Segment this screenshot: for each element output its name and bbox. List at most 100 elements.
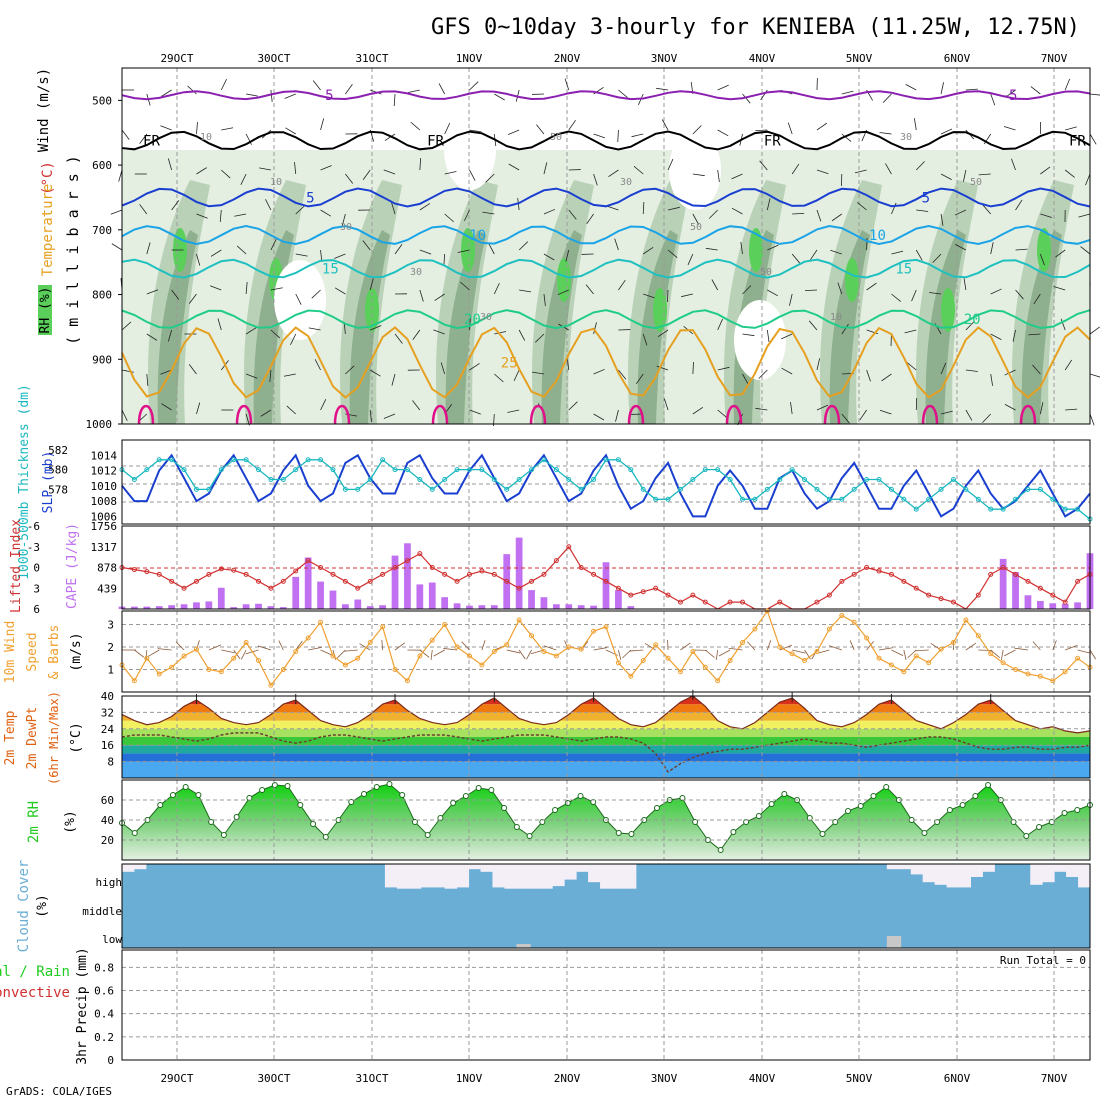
upper-wind-barb (111, 243, 123, 251)
thickness-point (814, 486, 820, 492)
thickness-point (876, 477, 882, 483)
temp-line (121, 695, 1091, 734)
wind-barb (747, 641, 756, 651)
li-point (144, 569, 150, 575)
cape-bar (267, 606, 275, 609)
upper-wind-barb (146, 242, 151, 255)
upper-wind-barb (955, 244, 967, 251)
cloud-high-gap (564, 864, 577, 880)
cloud-level-label: low (102, 933, 122, 946)
cape-bar (391, 555, 399, 609)
isotherm-label: 5 (306, 190, 314, 206)
isotherm-30 (823, 404, 841, 425)
thickness-frame (121, 439, 1091, 525)
li-point (839, 578, 845, 584)
cape-bar (242, 604, 250, 609)
thickness-point (752, 496, 758, 502)
upper-wind-barb (469, 169, 476, 181)
upper-wind-barb (656, 87, 669, 91)
upper-wind-barb (391, 373, 396, 386)
upper-wind-barb (146, 333, 158, 341)
wind-barb (221, 649, 235, 654)
thickness-point (913, 506, 919, 512)
li-point (156, 571, 162, 577)
wind-barb (1014, 647, 1029, 651)
wind-speed-point (690, 649, 696, 654)
upper-wind-barb (1089, 133, 1097, 145)
upper-wind-barb (906, 362, 917, 371)
wind-speed-point (839, 613, 845, 618)
li-point (392, 565, 398, 570)
upper-wind-barb (717, 318, 723, 331)
upper-wind-barb (210, 249, 222, 257)
cape-bar (205, 601, 213, 609)
upper-wind-barb (1039, 402, 1044, 415)
top-date-label: 31OCT (355, 52, 388, 65)
cloud-high-gap (1078, 864, 1091, 888)
upper-wind-barb (283, 373, 296, 377)
thickness-point (1013, 496, 1019, 502)
wind-speed-point (1050, 678, 1056, 684)
upper-wind-barb (121, 129, 130, 140)
upper-wind-barb (362, 169, 371, 180)
wind-speed-point (268, 682, 274, 688)
li-point (504, 578, 510, 584)
upper-wind-barb (816, 209, 822, 222)
wind-barb (978, 649, 993, 651)
rh-point (985, 782, 992, 788)
wind-label-2: Speed (25, 632, 40, 671)
thickness-point (975, 496, 981, 502)
upper-wind-barb (564, 78, 570, 91)
upper-wind-barb (270, 329, 281, 339)
cape-bar (1061, 603, 1069, 609)
cloud-high-gap (480, 864, 493, 872)
cloud-high-gap (588, 864, 601, 883)
cape-bar (590, 605, 597, 609)
li-point (677, 599, 683, 605)
upper-wind-barb (1004, 404, 1016, 411)
upper-wind-barb (618, 369, 627, 380)
wind-barb (481, 640, 486, 651)
rh-contour-label: 10 (830, 312, 842, 323)
wind-label-1: 10m Wind (3, 621, 18, 684)
upper-wind-barb (1089, 373, 1100, 378)
bottom-date-label: 2NOV (554, 1072, 581, 1085)
upper-wind-barb (196, 402, 201, 415)
upper-wind-barb (717, 129, 729, 137)
wind-barb (196, 640, 200, 651)
wind-speed-point (740, 640, 746, 645)
cloud-low-gap (516, 944, 531, 948)
upper-wind-barb (816, 404, 829, 411)
wind-speed-point (305, 635, 311, 641)
cape-bar (131, 606, 138, 609)
li-point (280, 578, 286, 584)
thickness-point (988, 506, 994, 512)
cape-bar (329, 590, 337, 609)
thickness-point (491, 477, 497, 483)
wind-barb (1052, 640, 1057, 651)
temp-tick-label: 40 (101, 690, 114, 703)
upper-wind-barb (631, 133, 644, 138)
cape-bar (1049, 603, 1057, 609)
cape-bar (230, 607, 238, 609)
bottom-date-label: 29OCT (160, 1072, 193, 1085)
thickness-point (305, 457, 311, 463)
cape-tick-label: 1756 (91, 520, 118, 533)
cloud-level-label: high (96, 876, 123, 889)
isotherm-label: -5 (317, 88, 334, 104)
rh-point (832, 819, 839, 825)
wind-barb (644, 643, 656, 651)
upper-wind-barb (965, 409, 973, 421)
upper-wind-barb (643, 293, 655, 299)
precip-axis-label: 3hr Precip (mm) (75, 947, 90, 1064)
isotherm-30 (431, 404, 449, 425)
li-point (777, 599, 783, 605)
wind-speed-point (318, 619, 324, 625)
upper-wind-barb (444, 122, 451, 135)
rh-contour-label: 10 (200, 132, 212, 143)
li-point (702, 599, 708, 605)
thickness-point (380, 457, 386, 463)
wind-barb (680, 642, 691, 651)
upper-wind-barb (308, 327, 321, 331)
rh-point (501, 805, 508, 811)
